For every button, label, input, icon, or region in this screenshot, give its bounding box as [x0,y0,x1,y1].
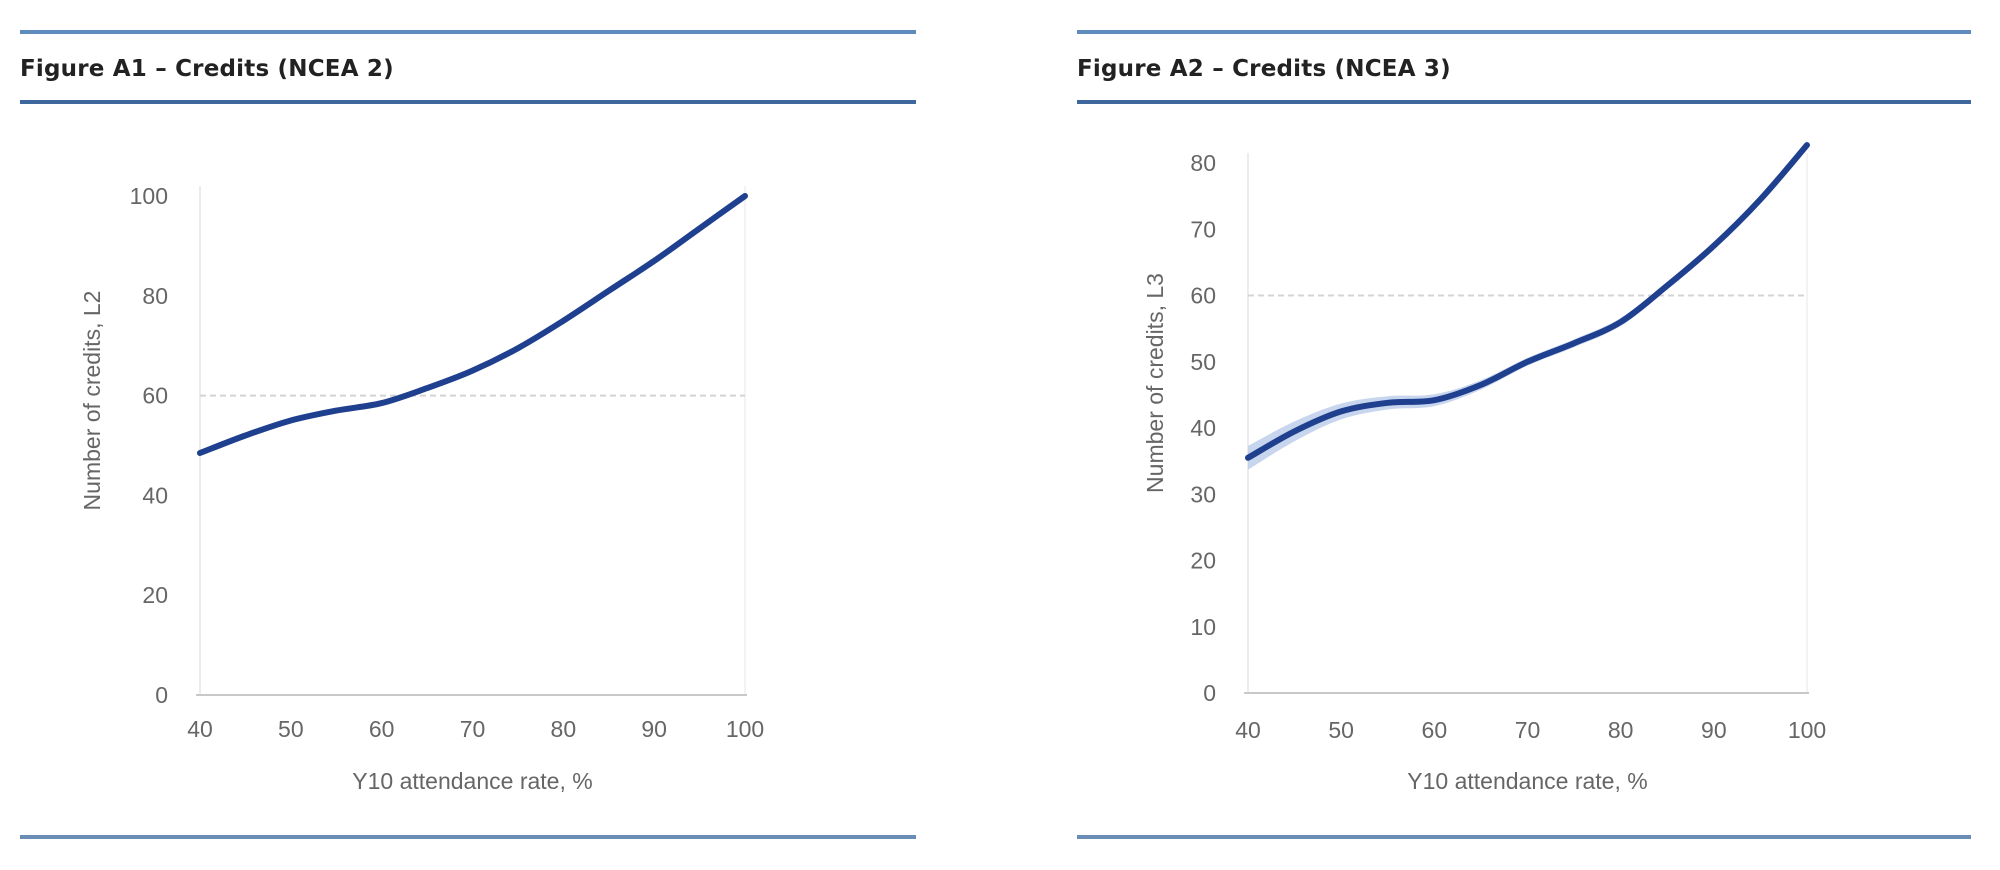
y-axis-title: Number of credits, L2 [79,291,105,511]
bottom-rule [20,835,916,839]
title-rule [20,100,916,104]
y-tick-label: 60 [1190,283,1216,309]
x-tick-label: 50 [278,716,304,742]
top-rule [1077,30,1971,34]
y-tick-label: 50 [1190,349,1216,375]
series-line [1245,142,1810,461]
y-tick-label: 40 [1190,415,1216,441]
y-tick-label: 20 [142,582,168,608]
y-tick-label: 80 [142,283,168,309]
figure-a1-panel: Figure A1 – Credits (NCEA 2) [20,30,916,839]
y-tick-label: 0 [155,682,168,708]
x-tick-label: 100 [726,716,764,742]
y-tick-label: 100 [130,183,168,209]
x-tick-label: 70 [460,716,486,742]
x-tick-label: 50 [1328,717,1354,743]
figure-title: Figure A1 – Credits (NCEA 2) [20,56,394,82]
x-tick-label: 60 [369,716,395,742]
x-tick-label: 80 [551,716,577,742]
bottom-rule [1077,835,1971,839]
y-tick-label: 60 [142,383,168,409]
series-line [197,193,748,456]
y-tick-label: 40 [142,482,168,508]
x-tick-label: 70 [1515,717,1541,743]
x-tick-label: 100 [1788,717,1826,743]
x-axis-title: Y10 attendance rate, % [1407,768,1647,794]
x-tick-label: 80 [1608,717,1634,743]
figure-title: Figure A2 – Credits (NCEA 3) [1077,56,1451,82]
y-tick-label: 20 [1190,548,1216,574]
x-tick-label: 60 [1422,717,1448,743]
y-tick-label: 70 [1190,216,1216,242]
x-tick-label: 40 [1235,717,1261,743]
x-tick-label: 90 [1701,717,1727,743]
title-rule [1077,100,1971,104]
top-rule [20,30,916,34]
x-tick-label: 40 [187,716,213,742]
y-axis-title: Number of credits, L3 [1142,273,1168,493]
y-tick-label: 0 [1203,680,1216,706]
chart-credits-ncea2: 0 20 40 60 80 100 40 50 60 70 80 90 100 Y10 attendanc… [79,183,764,794]
x-axis-title: Y10 attendance rate, % [352,768,592,794]
x-tick-label: 90 [641,716,667,742]
confidence-band [1248,141,1807,470]
y-tick-label: 30 [1190,481,1216,507]
y-tick-label: 10 [1190,614,1216,640]
y-tick-label: 80 [1190,150,1216,176]
